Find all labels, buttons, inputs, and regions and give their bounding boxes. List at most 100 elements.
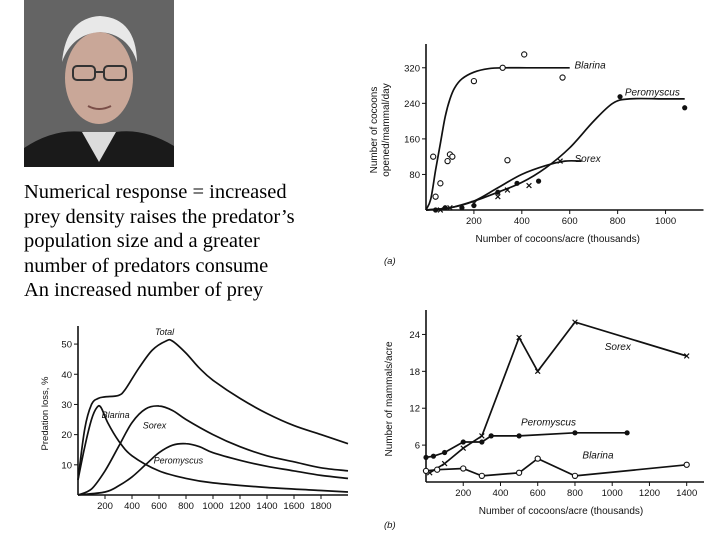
- x-tick-label: 200: [97, 501, 113, 512]
- x-axis-label: Number of cocoons/acre (thousands): [479, 506, 644, 517]
- series-label-blarina: Blarina: [102, 410, 130, 420]
- blarina-data-point: [460, 465, 467, 472]
- y-tick-label: 10: [61, 460, 72, 471]
- blarina-curve: [77, 404, 349, 493]
- x-tick-label: 1200: [229, 501, 250, 512]
- sorex-data-point: [460, 445, 467, 452]
- blarina-data-point: [422, 467, 430, 475]
- blarina-data-point: [521, 51, 528, 58]
- caption-line: number of predators consume: [24, 254, 269, 277]
- y-axis-label: Number of mammals/acre: [384, 341, 395, 456]
- caption-line: An increased number of prey: [24, 279, 264, 301]
- sorex-data-point: [526, 182, 532, 189]
- blarina-data-point: [430, 153, 437, 160]
- sorex-curve: [425, 159, 582, 211]
- series-label-blarina: Blarina: [575, 61, 607, 72]
- series-label-blarina: Blarina: [582, 451, 614, 462]
- peromyscus-data-point: [459, 205, 465, 211]
- blarina-data-point: [499, 64, 506, 71]
- panel-label: (a): [384, 256, 396, 267]
- sorex-data-point: [557, 158, 563, 164]
- x-tick-label: 1000: [202, 501, 223, 512]
- y-tick-label: 320: [404, 63, 420, 74]
- blarina-data-point: [449, 153, 456, 160]
- x-tick-label: 1000: [602, 488, 623, 499]
- peromyscus-data-point: [624, 430, 630, 436]
- x-tick-label: 1200: [639, 488, 660, 499]
- peromyscus-data-point: [495, 189, 501, 195]
- series-label-peromyscus: Peromyscus: [625, 87, 680, 98]
- panel-label: (b): [384, 520, 396, 531]
- sorex-data-point: [504, 187, 511, 193]
- blarina-data-point: [434, 466, 441, 473]
- peromyscus-data-point: [460, 439, 466, 445]
- x-tick-label: 800: [567, 488, 583, 499]
- x-tick-label: 400: [124, 501, 140, 512]
- peromyscus-data-point: [572, 430, 578, 436]
- blarina-curve: [425, 66, 570, 211]
- x-tick-label: 400: [493, 488, 509, 499]
- y-tick-label: 20: [61, 430, 72, 441]
- blarina-data-point: [504, 157, 511, 164]
- peromyscus-data-point: [442, 449, 448, 456]
- y-tick-label: 160: [404, 134, 420, 145]
- caption-line: Numerical response = increased: [24, 181, 287, 203]
- peromyscus-data-point: [488, 433, 494, 439]
- x-tick-label: 1400: [256, 501, 277, 512]
- x-tick-label: 600: [562, 216, 578, 227]
- peromyscus-data-point: [514, 180, 520, 186]
- sorex-data-point: [471, 200, 477, 207]
- y-axis-label: Predation loss, %: [40, 376, 51, 450]
- blarina-data-point: [559, 74, 566, 81]
- series-label-sorex: Sorex: [575, 154, 602, 165]
- series-label-peromyscus: Peromyscus: [521, 417, 576, 428]
- blarina-data-point: [534, 455, 541, 462]
- x-tick-label: 200: [455, 488, 471, 499]
- peromyscus-data-point: [535, 178, 542, 184]
- peromyscus-curve: [425, 97, 685, 211]
- presenter-portrait-image: [24, 0, 174, 167]
- x-tick-label: 600: [151, 501, 167, 512]
- x-tick-label: 600: [530, 488, 546, 499]
- blarina-data-point: [432, 193, 439, 200]
- sorex-data-point: [437, 207, 444, 213]
- sorex-line: [429, 321, 687, 474]
- sorex-data-point: [534, 368, 541, 375]
- x-tick-label: 1400: [676, 488, 697, 499]
- blarina-data-point: [437, 180, 444, 187]
- y-tick-label: 80: [409, 170, 420, 181]
- blarina-data-point: [515, 469, 523, 476]
- y-tick-label: 30: [61, 400, 72, 411]
- sorex-data-point: [516, 334, 522, 341]
- peromyscus-curve: [77, 442, 349, 496]
- chart-b-mammals-per-acre: 200 400 600 800 1000 1200 1400 6 12 18 24 Number of…: [384, 310, 704, 531]
- sorex-curve: [77, 405, 349, 496]
- peromyscus-data-point: [479, 439, 485, 445]
- sorex-data-point: [683, 353, 690, 359]
- caption-line: prey density raises the predator’s: [24, 205, 295, 228]
- y-tick-label: 6: [415, 441, 420, 452]
- y-tick-label: 18: [409, 367, 420, 378]
- y-axis-label: Number of cocoons: [369, 87, 380, 174]
- peromyscus-data-point: [423, 454, 429, 461]
- y-tick-label: 50: [61, 340, 72, 351]
- blarina-data-point: [571, 472, 579, 480]
- x-tick-label: 800: [610, 216, 626, 227]
- peromyscus-data-point: [682, 105, 688, 111]
- series-label-peromyscus: Peromyscus: [154, 455, 204, 465]
- peromyscus-data-point: [617, 94, 623, 100]
- x-tick-label: 200: [466, 216, 482, 227]
- y-tick-label: 240: [404, 99, 420, 110]
- blarina-data-point: [444, 157, 451, 165]
- series-label-sorex: Sorex: [605, 342, 632, 353]
- series-label-total: Total: [155, 327, 175, 337]
- blarina-data-point: [683, 461, 690, 468]
- x-axis-label: Number of cocoons/acre (thousands): [475, 234, 640, 245]
- total-curve: [77, 338, 349, 481]
- sorex-data-point: [479, 433, 485, 439]
- y-tick-label: 12: [409, 404, 420, 415]
- numerical-response-caption: Numerical response = increased prey dens…: [24, 180, 354, 303]
- blarina-line: [425, 457, 687, 477]
- chart-a-cocoons-opened: 200 400 600 800 1000 80 160 240 320 Number of coc…: [369, 44, 704, 267]
- blarina-data-point: [478, 472, 486, 480]
